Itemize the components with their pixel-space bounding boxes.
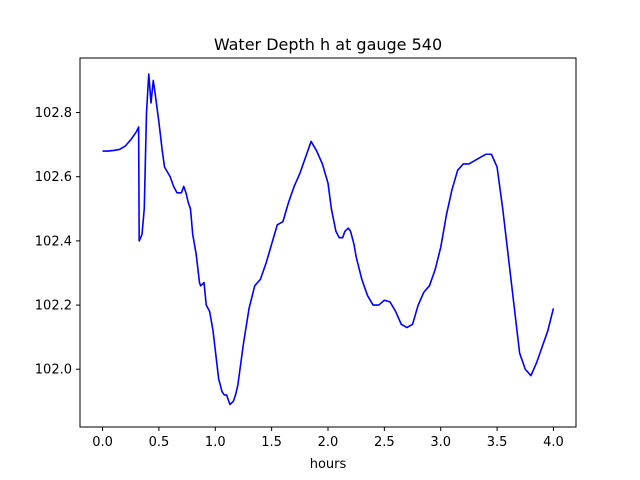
x-axis-label: hours	[310, 457, 347, 472]
y-tick-label: 102.4	[35, 234, 72, 249]
y-tick-label: 102.0	[35, 363, 72, 378]
x-tick-label: 0.5	[149, 435, 170, 450]
x-tick-label: 3.5	[487, 435, 508, 450]
y-tick-label: 102.2	[35, 299, 72, 314]
x-tick-label: 1.0	[205, 435, 226, 450]
x-axis: 0.0 0.5 1.0 1.5 2.0 2.5 3.0 3.5 4.0	[92, 427, 564, 450]
plot-area	[102, 73, 555, 406]
chart-title: Water Depth h at gauge 540	[214, 35, 442, 54]
y-axis: 102.0 102.2 102.4 102.6 102.8	[35, 106, 80, 378]
y-tick-label: 102.6	[35, 170, 72, 185]
x-tick-label: 2.5	[374, 435, 395, 450]
x-tick-label: 3.0	[430, 435, 451, 450]
x-tick-label: 4.0	[543, 435, 564, 450]
x-tick-label: 1.5	[261, 435, 282, 450]
x-tick-label: 0.0	[92, 435, 113, 450]
y-tick-label: 102.8	[35, 106, 72, 121]
series-line	[102, 73, 555, 406]
x-tick-label: 2.0	[318, 435, 339, 450]
